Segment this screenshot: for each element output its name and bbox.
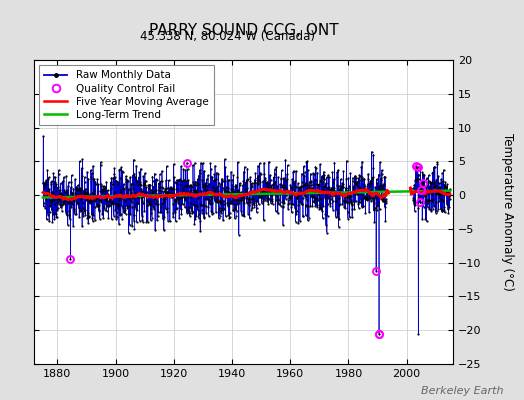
Text: 45.338 N, 80.024 W (Canada): 45.338 N, 80.024 W (Canada) bbox=[140, 30, 315, 43]
Text: Berkeley Earth: Berkeley Earth bbox=[421, 386, 503, 396]
Title: PARRY SOUND CCG, ONT: PARRY SOUND CCG, ONT bbox=[149, 23, 339, 38]
Legend: Raw Monthly Data, Quality Control Fail, Five Year Moving Average, Long-Term Tren: Raw Monthly Data, Quality Control Fail, … bbox=[39, 65, 214, 125]
Y-axis label: Temperature Anomaly (°C): Temperature Anomaly (°C) bbox=[501, 133, 514, 291]
